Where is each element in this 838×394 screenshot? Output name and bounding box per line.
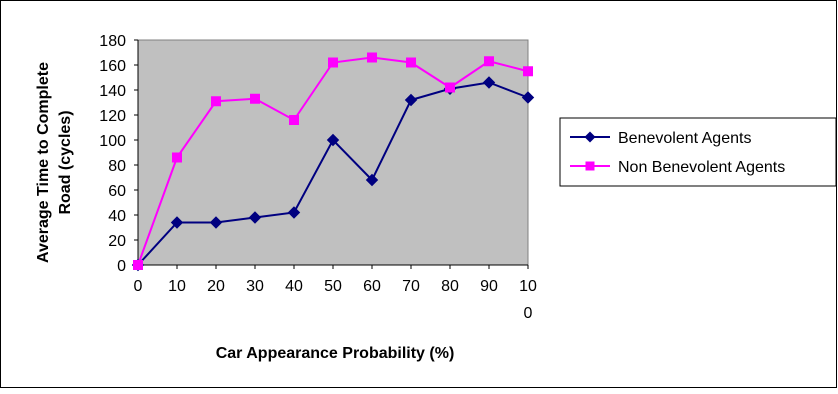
y-tick-labels: 0 20 40 60 80 100 120 140 160 180 [99,33,126,275]
data-point [133,260,143,270]
y-tick-label: 60 [108,183,126,200]
data-point [482,76,496,89]
x-tick-label: 10 [168,278,186,295]
y-tick-label: 20 [108,233,126,250]
series-2 [133,52,533,270]
legend: Benevolent Agents Non Benevolent Agents [559,117,837,187]
data-point [365,173,379,187]
data-point [287,206,301,219]
x-axis-title: Car Appearance Probability (%) [216,345,455,362]
data-point [289,115,299,125]
x-tick-label: 40 [285,278,303,295]
y-tick-label: 160 [99,58,126,75]
legend-box [559,117,837,187]
series-layer [131,52,535,272]
y-tick-label: 0 [117,258,126,275]
x-tick-label: 10 0 [519,278,537,322]
legend-label: Benevolent Agents [618,130,751,147]
data-point [209,216,223,229]
y-axis-title: Average Time to Complete Road (cycles) [35,62,74,263]
data-point [445,82,455,93]
data-point [404,93,418,107]
data-point [521,91,535,104]
y-tick-label: 80 [108,158,126,175]
y-tick-label: 120 [99,108,126,125]
legend-item-2: Non Benevolent Agents [570,159,785,176]
x-tick-label: 0 [134,278,143,295]
x-tick-label: 70 [402,278,420,295]
x-tick-label: 50 [324,278,342,295]
legend-item-1: Benevolent Agents [570,130,751,147]
data-point [172,152,182,163]
x-tick-label: 80 [441,278,459,295]
legend-marker [585,161,595,171]
y-axis-title-line-1: Average Time to Complete [35,62,52,263]
legend-marker [584,131,596,143]
data-point [250,93,260,104]
data-point [406,57,416,68]
x-tick-label: 60 [363,278,381,295]
x-tick-label: 90 [480,278,498,295]
data-point [326,133,340,147]
y-axis-title-line-2: Road (cycles) [57,110,74,214]
data-point [170,216,184,229]
x-tick-label: 20 [207,278,225,295]
y-tick-label: 140 [99,83,126,100]
y-tick-label: 40 [108,208,126,225]
data-point [248,211,262,224]
data-point [367,52,377,63]
legend-label: Non Benevolent Agents [618,159,785,176]
data-point [328,57,338,68]
data-point [211,96,221,107]
x-tick-labels: 0 10 20 30 40 50 60 70 80 90 10 0 [134,278,537,322]
plot-area [137,39,529,266]
data-point [484,56,494,67]
data-point [523,66,533,77]
x-tick-label: 30 [246,278,264,295]
y-tick-label: 180 [99,33,126,50]
y-tick-label: 100 [99,133,126,150]
